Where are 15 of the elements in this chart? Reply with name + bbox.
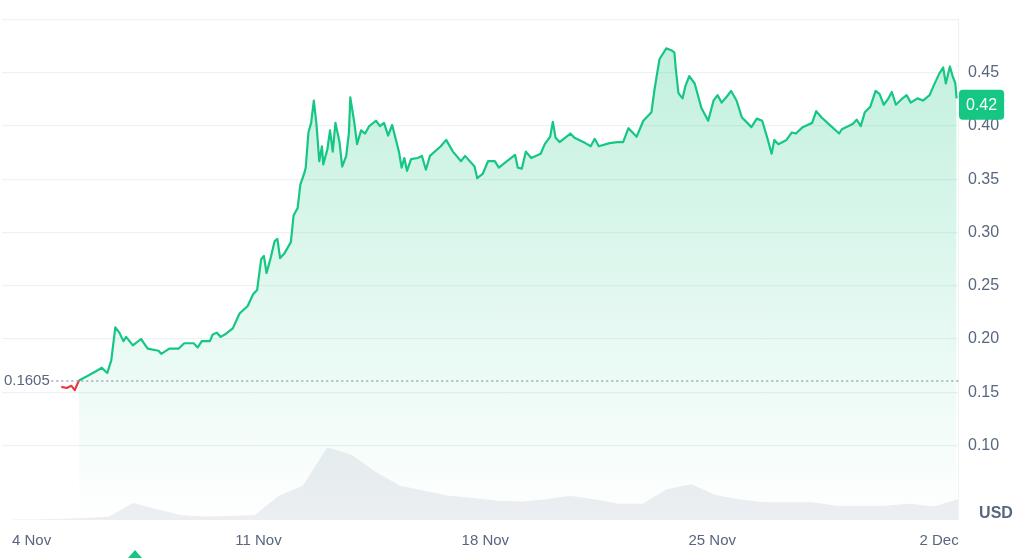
y-tick-label: 0.20 bbox=[968, 329, 1000, 347]
y-tick-label: 0.25 bbox=[968, 276, 1000, 294]
y-tick-label: 0.35 bbox=[968, 169, 1000, 187]
ref-line-label: 0.1605 bbox=[3, 371, 50, 389]
y-tick-label: 0.10 bbox=[968, 435, 1000, 453]
y-axis-title: USD bbox=[979, 504, 1013, 522]
x-tick-label: 25 Nov bbox=[688, 531, 737, 549]
x-tick-label: 4 Nov bbox=[12, 531, 52, 549]
y-tick-label: 0.30 bbox=[968, 222, 1000, 240]
y-tick-label: 0.45 bbox=[968, 63, 1000, 81]
x-tick-label: 18 Nov bbox=[461, 531, 510, 549]
x-tick-label: 11 Nov bbox=[235, 531, 283, 549]
annotation: 0.42 bbox=[966, 96, 998, 114]
y-tick-label: 0.15 bbox=[968, 382, 1000, 400]
x-tick-label: 2 Dec bbox=[919, 531, 960, 549]
